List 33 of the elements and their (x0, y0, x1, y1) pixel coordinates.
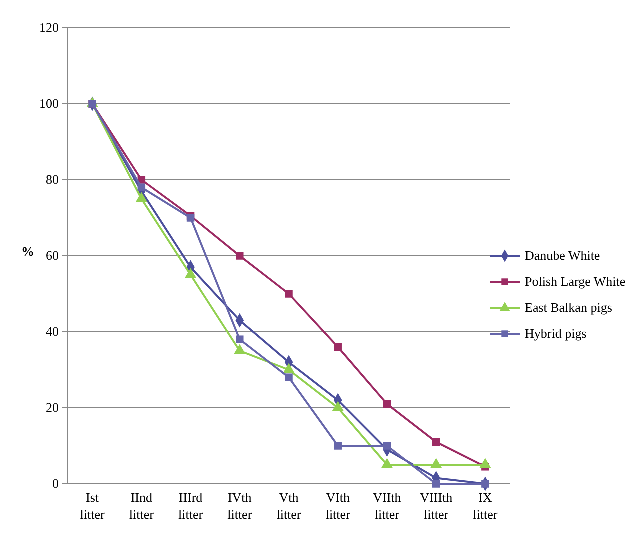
point (482, 480, 490, 488)
x-tick-label: IVth litter (228, 490, 253, 522)
y-tick-label: 100 (40, 96, 59, 112)
y-tick-label: 40 (46, 324, 59, 340)
point (432, 480, 440, 488)
x-tick-label: VIIth litter (373, 490, 402, 522)
y-tick-label: 0 (52, 476, 59, 492)
point (432, 438, 440, 446)
y-tick-label: 120 (40, 20, 59, 36)
x-tick-label: IX litter (473, 490, 498, 522)
x-tick-label: Ist litter (80, 490, 106, 522)
point (383, 442, 392, 450)
x-tick-label: IIIrd litter (178, 490, 204, 522)
point (138, 184, 146, 192)
legend-label: Hybrid pigs (525, 326, 587, 341)
legend-label: Danube White (525, 248, 600, 263)
point (236, 252, 244, 260)
y-axis-title: % (22, 244, 34, 259)
point (383, 400, 392, 408)
x-tick-label: VIth litter (326, 490, 352, 522)
point (236, 336, 244, 344)
x-tick-label: IInd litter (129, 490, 155, 522)
y-tick-label: 80 (46, 172, 59, 188)
y-tick-label: 20 (46, 400, 59, 416)
point (334, 343, 342, 352)
point (334, 442, 342, 450)
legend-label: Polish Large White (525, 274, 626, 289)
y-tick-label: 60 (46, 248, 59, 264)
legend-label: East Balkan pigs (525, 300, 612, 315)
point (285, 290, 293, 298)
x-tick-label: Vth litter (276, 490, 302, 522)
x-tick-label: VIIIth litter (420, 490, 454, 522)
point (285, 374, 293, 382)
